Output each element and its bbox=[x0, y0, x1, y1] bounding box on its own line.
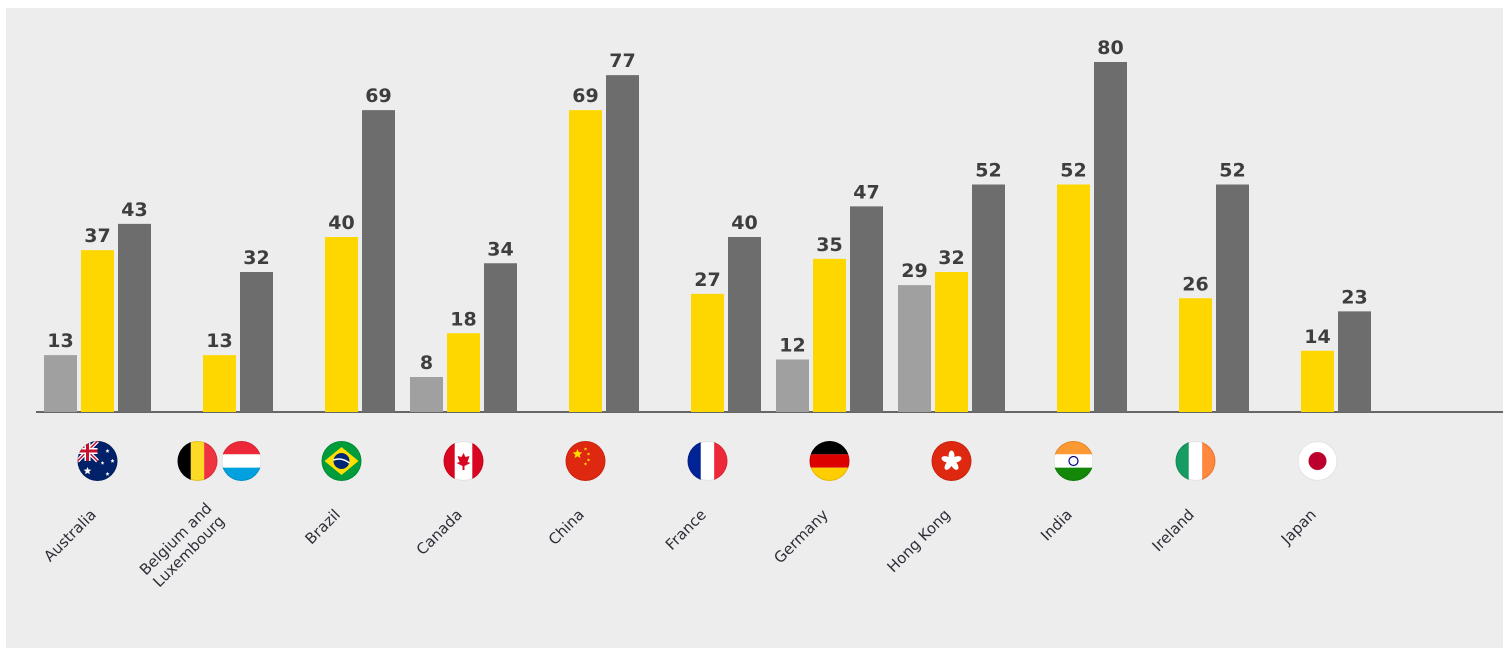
value-label-germany-s1: 12 bbox=[779, 335, 805, 357]
bar-belgium-and-luxembourg-s3 bbox=[240, 272, 273, 412]
australia-flag bbox=[77, 441, 118, 481]
bar-belgium-and-luxembourg-s2 bbox=[203, 355, 236, 412]
value-label-belgium-and-luxembourg-s2: 13 bbox=[206, 330, 232, 352]
bar-australia-s1 bbox=[44, 355, 77, 412]
bar-canada-s1 bbox=[410, 377, 443, 412]
category-label-ireland: Ireland bbox=[1148, 506, 1197, 555]
germany-flag bbox=[809, 441, 850, 481]
category-label-canada: Canada bbox=[413, 506, 466, 559]
value-label-australia-s1: 13 bbox=[47, 330, 73, 352]
bar-germany-s3 bbox=[850, 206, 883, 412]
category-label-brazil: Brazil bbox=[302, 506, 344, 548]
value-label-australia-s3: 43 bbox=[121, 199, 147, 221]
value-label-ireland-s3: 52 bbox=[1219, 160, 1245, 182]
bar-india-s2 bbox=[1057, 184, 1090, 412]
india-flag bbox=[1053, 441, 1094, 481]
bar-germany-s2 bbox=[813, 258, 846, 412]
value-label-brazil-s2: 40 bbox=[328, 212, 354, 234]
bar-japan-s2 bbox=[1301, 350, 1334, 412]
bar-australia-s3 bbox=[118, 223, 151, 412]
bar-canada-s2 bbox=[447, 333, 480, 412]
belgium-flag bbox=[177, 441, 218, 481]
brazil-flag bbox=[321, 441, 362, 481]
category-label-belgium-and-luxembourg: Belgium andLuxembourg bbox=[136, 499, 228, 591]
category-label-china: China bbox=[545, 506, 588, 549]
ireland-flag bbox=[1175, 441, 1216, 481]
china-flag bbox=[565, 441, 606, 481]
category-label-france: France bbox=[662, 506, 710, 554]
value-label-hong-kong-s2: 32 bbox=[938, 247, 964, 269]
value-label-canada-s2: 18 bbox=[450, 308, 476, 330]
category-label-germany: Germany bbox=[770, 506, 832, 568]
value-label-canada-s1: 8 bbox=[420, 352, 433, 374]
bar-chart: 13 37 43 Australia 13 32 Belgium andLuxembourg… bbox=[36, 37, 1503, 591]
japan-flag bbox=[1297, 441, 1338, 481]
bar-france-s2 bbox=[691, 293, 724, 412]
bar-india-s3 bbox=[1094, 62, 1127, 412]
bar-brazil-s3 bbox=[362, 110, 395, 412]
value-label-germany-s2: 35 bbox=[816, 234, 842, 256]
value-label-china-s3: 77 bbox=[609, 50, 635, 72]
bar-hong-kong-s2 bbox=[935, 272, 968, 412]
value-label-hong-kong-s3: 52 bbox=[975, 160, 1001, 182]
bar-china-s2 bbox=[569, 110, 602, 412]
value-label-ireland-s2: 26 bbox=[1182, 273, 1208, 295]
value-label-india-s3: 80 bbox=[1097, 37, 1123, 59]
value-label-japan-s2: 14 bbox=[1304, 326, 1330, 348]
luxembourg-flag bbox=[221, 441, 262, 481]
value-label-china-s2: 69 bbox=[572, 85, 598, 107]
category-label-australia: Australia bbox=[40, 506, 100, 566]
value-label-brazil-s3: 69 bbox=[365, 85, 391, 107]
category-label-india: India bbox=[1037, 506, 1076, 545]
bar-china-s3 bbox=[606, 75, 639, 412]
value-label-canada-s3: 34 bbox=[487, 238, 513, 260]
france-flag bbox=[687, 441, 728, 481]
value-label-australia-s2: 37 bbox=[84, 225, 110, 247]
value-label-germany-s3: 47 bbox=[853, 181, 879, 203]
value-label-belgium-and-luxembourg-s3: 32 bbox=[243, 247, 269, 269]
bar-germany-s1 bbox=[776, 359, 809, 412]
value-label-japan-s3: 23 bbox=[1341, 286, 1367, 308]
value-label-hong-kong-s1: 29 bbox=[901, 260, 927, 282]
canada-flag bbox=[443, 441, 484, 481]
chart-panel: 13 37 43 Australia 13 32 Belgium andLuxembourg… bbox=[6, 8, 1503, 648]
bar-australia-s2 bbox=[81, 250, 114, 412]
bar-ireland-s3 bbox=[1216, 184, 1249, 412]
bar-france-s3 bbox=[728, 237, 761, 412]
hong-kong-flag bbox=[931, 441, 972, 481]
category-label-hong-kong: Hong Kong bbox=[883, 506, 953, 576]
category-label-japan: Japan bbox=[1277, 506, 1320, 549]
bar-ireland-s2 bbox=[1179, 298, 1212, 412]
value-label-france-s3: 40 bbox=[731, 212, 757, 234]
value-label-france-s2: 27 bbox=[694, 269, 720, 291]
bar-japan-s3 bbox=[1338, 311, 1371, 412]
bar-hong-kong-s3 bbox=[972, 184, 1005, 412]
bar-canada-s3 bbox=[484, 263, 517, 412]
bar-brazil-s2 bbox=[325, 237, 358, 412]
bar-hong-kong-s1 bbox=[898, 285, 931, 412]
value-label-india-s2: 52 bbox=[1060, 160, 1086, 182]
